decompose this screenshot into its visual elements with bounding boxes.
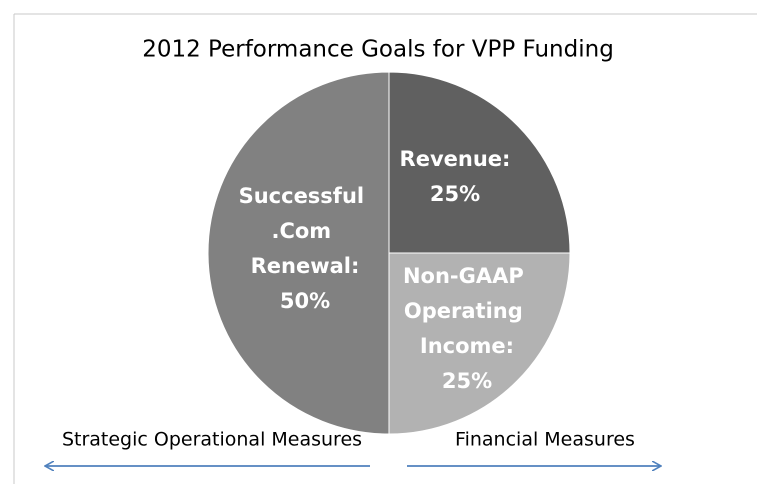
pie-slice: [388, 252, 571, 435]
label-line: Income:: [420, 334, 514, 358]
pie-slice: [388, 71, 571, 254]
value-label: 25%: [430, 182, 480, 206]
slice-label: Non-GAAP Operating Income:: [403, 264, 531, 358]
slice-label: Revenue:: [400, 147, 511, 171]
annotation: Financial Measures: [455, 429, 635, 451]
value-label: 50%: [280, 289, 330, 313]
label-line: Revenue:: [400, 147, 511, 171]
label-line: .Com: [271, 219, 338, 243]
slice-label: Successful .Com Renewal:: [239, 184, 372, 278]
label-line: Renewal:: [251, 254, 360, 278]
label-line: Operating: [404, 299, 530, 323]
label-line: Non-GAAP: [403, 264, 531, 288]
pie: Revenue: 25% Non-GAAP Operating Income: 25%…: [207, 71, 571, 435]
pie-slice: [207, 71, 390, 435]
label-line: Successful: [239, 184, 372, 208]
chart-title: 2012 Performance Goals for VPP Funding: [142, 37, 614, 63]
annotation: Strategic Operational Measures: [62, 429, 362, 451]
value-label: 25%: [442, 369, 492, 393]
